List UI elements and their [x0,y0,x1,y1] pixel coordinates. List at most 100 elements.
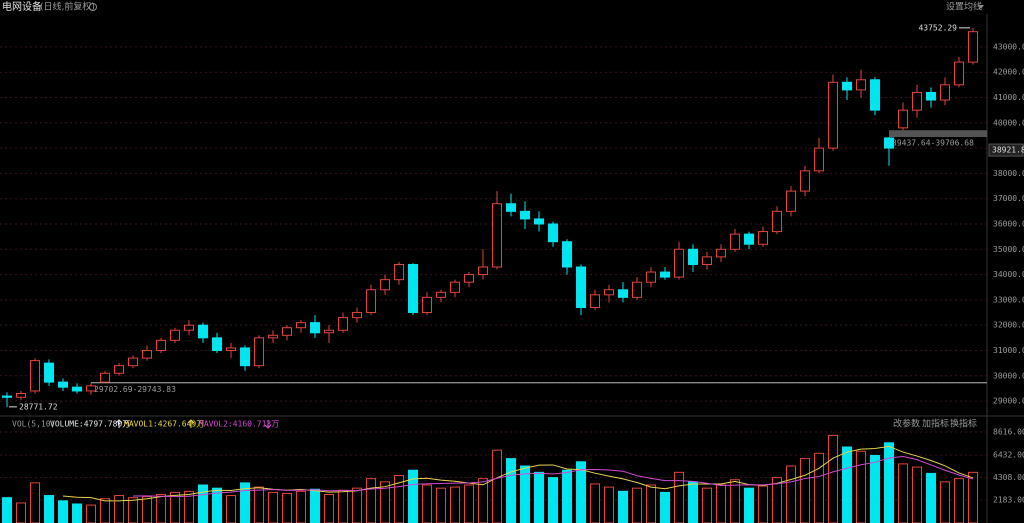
candle-body [478,266,488,276]
volume-bar [184,490,194,523]
volume-bar [366,478,376,523]
candle-body [856,79,866,91]
candle-body [758,231,768,245]
y-tick-label: 35000.00 [993,245,1024,254]
volume-bar [870,454,880,523]
toolbar-button[interactable]: 加指标 [922,418,949,430]
candle-body [870,79,880,111]
trend-arrow [264,420,272,429]
volume-bar [352,487,362,523]
volume-bar [604,486,614,523]
moving-average-line [62,445,974,502]
volume-bar [436,487,446,523]
volume-bar [86,504,96,523]
volume-bar [730,479,740,523]
candle-body [842,81,852,91]
candle-body [100,372,110,383]
y-tick-label: 42000.00 [993,68,1024,77]
volume-bar [786,465,796,523]
volume-bar [744,487,754,523]
candle-body [128,357,138,367]
volume-bar [674,471,684,523]
y-tick-label: 4308.00 [993,473,1024,482]
candle-body [226,347,236,351]
y-tick-label: 32000.00 [993,321,1024,330]
candle-body [44,362,54,383]
candle-body [674,248,684,278]
y-tick-label: 40000.00 [993,118,1024,127]
volume-bar [534,471,544,523]
candle-body [618,289,628,298]
settings-icon[interactable] [89,3,97,11]
candle-body [16,392,26,398]
toolbar-button[interactable]: 换指标 [950,418,977,430]
candle-body [632,281,642,298]
gap-band [91,382,987,384]
volume-bar [114,495,124,523]
volume-bar [968,471,978,523]
dropdown-arrow[interactable] [978,5,984,9]
volume-bar [940,481,950,523]
volume-bar [44,495,54,523]
candle-body [716,248,726,258]
volume-bar [912,466,922,523]
volume-bar [226,495,236,523]
indicator-name: VOL(5,10) [12,420,55,429]
candle-body [492,203,502,268]
gap-label: 39437.64-39706.68 [892,139,974,148]
candle-body [590,294,600,308]
candle-body [800,170,810,192]
ma-settings-button[interactable]: 设置均线 [946,1,982,13]
y-tick-label: 8616.00 [993,428,1024,437]
candle-body [310,322,320,334]
candle-body [212,337,222,351]
candle-body [408,263,418,314]
volume-bar [576,461,586,523]
candle-body [394,263,404,281]
candle-body [352,312,362,319]
gap-label: 29702.69-29743.83 [94,385,176,394]
volume-bar [520,465,530,523]
candle-body [324,329,334,334]
volume-bar [142,496,152,523]
volume-bar [492,449,502,523]
legend-entry: MAVOL2:4160.713万 [199,420,279,429]
y-tick-label: 34000.00 [993,270,1024,279]
volume-bar [758,485,768,523]
candle-body [30,360,40,392]
y-tick-label: 29000.00 [993,397,1024,406]
volume-bar [58,500,68,523]
candle-body [772,210,782,233]
volume-bar [856,450,866,523]
volume-bar [100,498,110,523]
volume-bar [338,489,348,523]
y-tick-label: 30000.00 [993,371,1024,380]
volume-bar [828,434,838,523]
volume-bar [506,458,516,523]
volume-bar [16,502,26,523]
candle-body [380,279,390,291]
volume-bar [296,490,306,523]
candle-body [968,31,978,63]
toolbar-button[interactable]: 改参数 [893,418,920,430]
volume-bar [716,484,726,523]
volume-bar [660,491,670,523]
volume-bar [324,494,334,523]
trend-arrow [187,419,195,428]
volume-bar [72,503,82,523]
candle-body [534,218,544,225]
volume-bar [268,491,278,523]
candle-body [240,347,250,367]
candle-body [926,91,936,101]
volume-bar [814,452,824,523]
volume-bar [702,487,712,523]
volume-bar [548,477,558,523]
legend-entry: MAVOL1:4267.649万 [124,420,204,429]
candle-body [744,233,754,245]
volume-bar [2,497,12,523]
candle-body [604,289,614,296]
volume-bar [688,481,698,523]
volume-bar [590,483,600,523]
y-tick-label: 37000.00 [993,194,1024,203]
